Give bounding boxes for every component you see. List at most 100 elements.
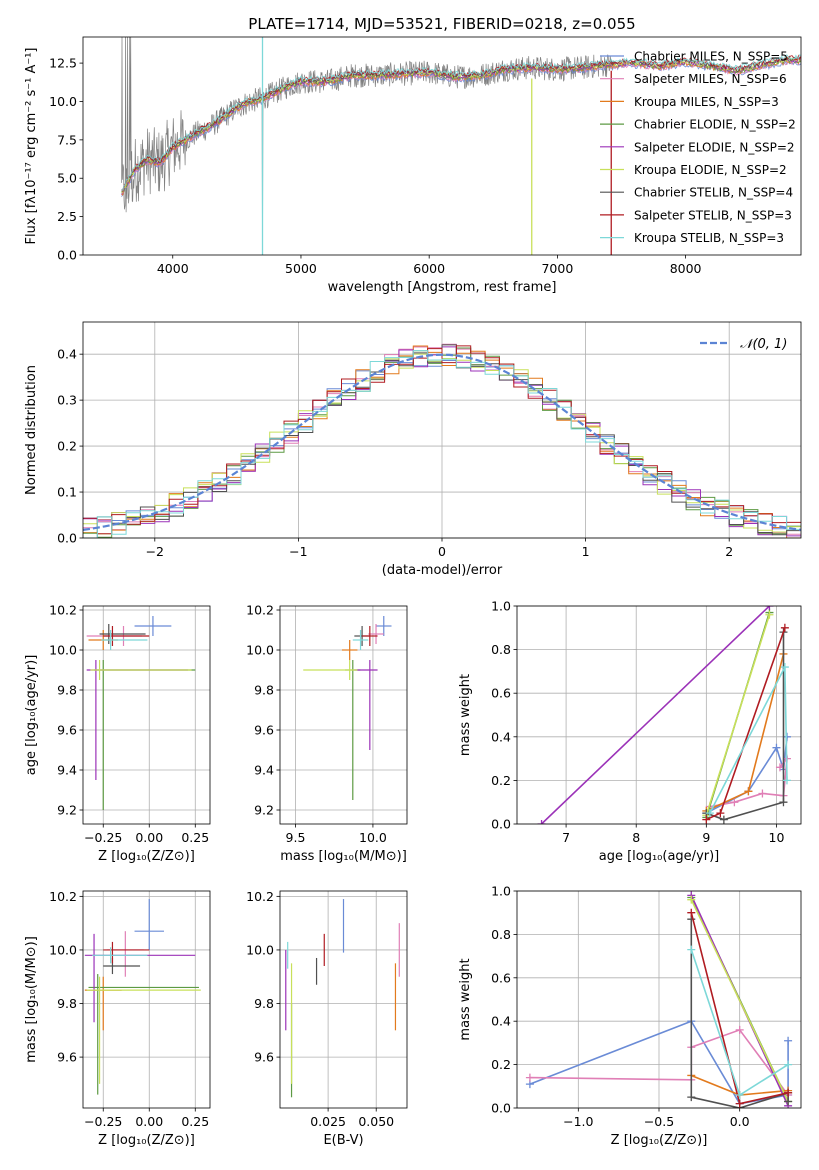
y-tick-label: 0.2: [491, 773, 511, 788]
y-tick-label: 10.2: [49, 603, 77, 618]
mass-weight-marker: [525, 1073, 534, 1082]
y-tick-label: 9.2: [254, 803, 274, 818]
y-tick-label: 10.0: [49, 94, 77, 109]
mass-weight-marker: [780, 663, 789, 672]
legend-label: Chabrier MILES, N_SSP=5: [634, 50, 788, 64]
mass-weight-marker: [719, 815, 728, 824]
y-tick-label: 1.0: [491, 599, 511, 614]
mass-weight-marker: [735, 1099, 744, 1108]
axes-frame: [279, 890, 408, 1109]
axes-frame: [279, 605, 408, 825]
x-tick-label: 0: [438, 544, 446, 559]
mass-weight-marker: [735, 1090, 744, 1099]
x-axis-label: age [log₁₀(age/yr)]: [599, 849, 720, 864]
y-tick-label: 0.6: [491, 970, 511, 985]
x-tick-label: 0.00: [135, 830, 163, 845]
y-tick-label: 9.4: [57, 763, 77, 778]
gaussian-curve: [83, 353, 801, 531]
y-tick-label: 5.0: [57, 171, 77, 186]
y-tick-label: 10.0: [246, 942, 274, 957]
plot-area-agemass: [303, 616, 392, 800]
legend-label: Kroupa STELIB, N_SSP=3: [634, 231, 784, 245]
axes-frame: [82, 321, 802, 539]
plot-area-wz: [525, 891, 793, 1108]
mass-weight-marker: [772, 743, 781, 752]
plot-area-agez: [86, 616, 196, 810]
panel-massebv: 0.025 0.050 9.6 9.8 10.0 10.2 E(B-V): [246, 889, 408, 1148]
mass-weight-marker: [702, 815, 711, 824]
panel-spec: 4000 5000 6000 7000 8000 0.0 2.5 5.0 7.5 10.0 12.5…: [24, 15, 802, 295]
x-tick-label: 2: [725, 544, 733, 559]
mass-weight-marker: [765, 606, 774, 610]
panel-agez: −0.25 0.00 0.25 9.2 9.4 9.6 9.8 10.0 10.2 Z [log₁…: [24, 603, 211, 864]
x-tick-label: 0.00: [135, 1114, 163, 1129]
model-fit-line: [121, 54, 801, 191]
axes-frame: [82, 36, 802, 256]
mass-weight-line: [690, 899, 789, 1102]
y-tick-label: 0.4: [491, 729, 511, 744]
axes-frame: [82, 890, 211, 1109]
y-axis-label: mass weight: [458, 674, 473, 756]
y-tick-label: 9.6: [57, 1050, 77, 1065]
plot-area-massz: [84, 899, 201, 1095]
y-axis-label: mass weight: [458, 958, 473, 1040]
y-tick-label: 9.6: [254, 723, 274, 738]
y-axis-label: Flux [fλ10⁻¹⁷ erg cm⁻² s⁻¹ A⁻¹]: [24, 48, 39, 245]
y-tick-label: 1.0: [491, 884, 511, 899]
x-tick-label: 5000: [285, 261, 317, 276]
panel-wz: −1.0 −0.5 0.0 0.0 0.2 0.4 0.6 0.8 1.0 Z [log₁₀(Z/…: [458, 884, 802, 1148]
y-tick-label: 7.5: [57, 132, 77, 147]
y-tick-label: 9.4: [254, 763, 274, 778]
x-tick-label: 8000: [670, 261, 702, 276]
x-tick-label: 0.050: [358, 1114, 394, 1129]
mass-weight-marker: [705, 809, 714, 818]
y-tick-label: 10.2: [246, 603, 274, 618]
x-tick-label: −2: [146, 544, 164, 559]
legend-label: Salpeter STELIB, N_SSP=3: [634, 208, 792, 222]
y-tick-label: 0.4: [57, 347, 77, 362]
chart-title: PLATE=1714, MJD=53521, FIBERID=0218, z=0…: [248, 15, 635, 33]
y-tick-label: 0.2: [57, 439, 77, 454]
x-tick-label: 8: [632, 830, 640, 845]
y-tick-label: 9.8: [57, 996, 77, 1011]
mass-weight-marker: [784, 1036, 793, 1045]
mass-weight-marker: [730, 798, 739, 807]
y-tick-label: 10.0: [246, 643, 274, 658]
y-tick-label: 12.5: [49, 56, 77, 71]
y-tick-label: 9.6: [57, 723, 77, 738]
x-tick-label: 0.0: [730, 1114, 750, 1129]
mass-weight-marker: [784, 1088, 793, 1097]
mass-weight-marker: [687, 895, 696, 904]
x-tick-label: 9: [702, 830, 710, 845]
x-tick-label: −0.25: [84, 830, 122, 845]
x-tick-label: 7000: [541, 261, 573, 276]
mass-weight-marker: [758, 789, 767, 798]
mass-weight-marker: [782, 776, 791, 785]
mass-weight-marker: [687, 908, 696, 917]
y-tick-label: 9.8: [254, 683, 274, 698]
mass-weight-line: [705, 653, 785, 812]
mass-weight-marker: [784, 1060, 793, 1069]
x-tick-label: 9.5: [286, 830, 306, 845]
y-axis-label: age [log₁₀(age/yr)]: [24, 655, 39, 776]
y-tick-label: 0.4: [491, 1014, 511, 1029]
x-tick-label: −0.5: [644, 1114, 674, 1129]
panel-hist: −2 −1 0 1 2 0.0 0.1 0.2 0.3 0.4 (data-model)/error…: [24, 321, 802, 578]
x-tick-label: 0.25: [181, 1114, 209, 1129]
mass-weight-marker: [537, 820, 546, 824]
mass-weight-marker: [780, 623, 789, 632]
y-tick-label: 0.0: [491, 1101, 511, 1116]
x-axis-label: Z [log₁₀(Z/Z⊙)]: [98, 1133, 195, 1148]
x-axis-label: Z [log₁₀(Z/Z⊙)]: [98, 849, 195, 864]
x-tick-label: 0.025: [310, 1114, 346, 1129]
y-tick-label: 9.6: [254, 1050, 274, 1065]
mass-weight-line: [540, 606, 770, 824]
x-tick-label: 7: [562, 830, 570, 845]
mass-weight-marker: [775, 763, 784, 772]
y-axis-label: Normed distribution: [24, 365, 39, 495]
y-tick-label: 0.6: [491, 686, 511, 701]
mass-weight-marker: [779, 798, 788, 807]
x-tick-label: 10: [769, 830, 785, 845]
mass-weight-marker: [784, 1097, 793, 1106]
axes-frame: [82, 605, 211, 825]
